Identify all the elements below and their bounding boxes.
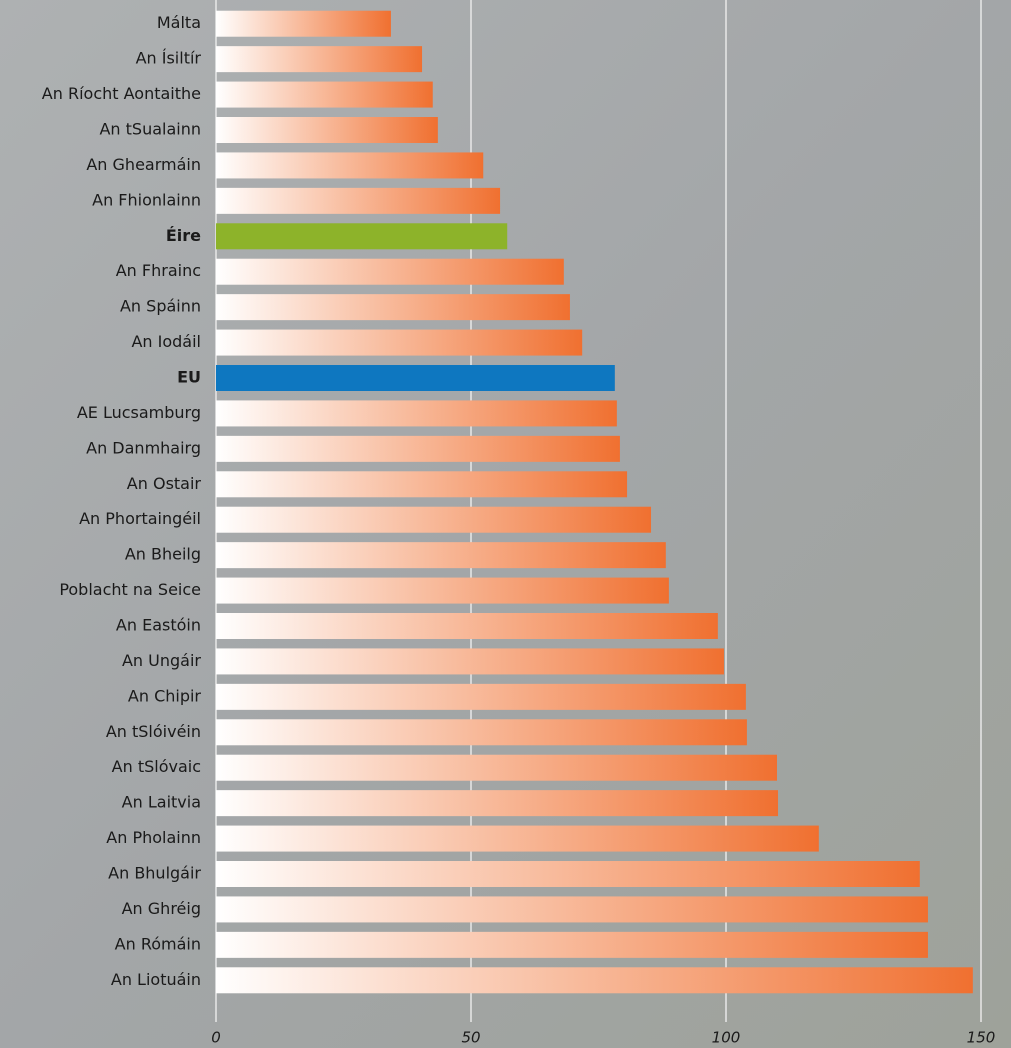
bar xyxy=(216,471,628,498)
bar xyxy=(216,435,620,462)
y-tick-label: An Chipir xyxy=(128,686,202,705)
y-tick-label: An tSualainn xyxy=(99,120,201,139)
bar xyxy=(216,223,508,250)
bar xyxy=(216,506,652,533)
y-tick-label: An Pholainn xyxy=(106,828,201,847)
bar xyxy=(216,577,669,604)
bar xyxy=(216,648,724,675)
y-tick-label: An Ríocht Aontaithe xyxy=(42,84,201,103)
y-tick-label: Poblacht na Seice xyxy=(59,580,201,599)
bar xyxy=(216,754,777,781)
y-tick-label: An Fhrainc xyxy=(116,261,201,280)
y-tick-label: An Laitvia xyxy=(122,793,201,812)
y-tick-label: Málta xyxy=(157,13,201,32)
y-tick-label: EU xyxy=(177,368,201,387)
bar xyxy=(216,152,484,179)
y-tick-label: An Ungáir xyxy=(122,651,201,670)
y-tick-label: An Liotuáin xyxy=(111,970,201,989)
x-tick-label: 0 xyxy=(211,1029,221,1047)
bar xyxy=(216,790,779,817)
y-tick-label: An Eastóin xyxy=(116,616,201,635)
bar xyxy=(216,931,928,958)
y-tick-label: An Ostair xyxy=(127,474,202,493)
bar xyxy=(216,117,438,143)
y-tick-label: An tSlóvaic xyxy=(112,757,201,776)
y-tick-label: An Bhulgáir xyxy=(108,864,201,883)
bar xyxy=(216,719,747,746)
bar xyxy=(216,825,819,852)
bar xyxy=(216,46,423,73)
x-tick-label: 150 xyxy=(967,1029,996,1047)
y-tick-label: An Fhionlainn xyxy=(92,190,201,209)
y-tick-label: An Phortaingéil xyxy=(79,509,201,528)
bar xyxy=(216,258,564,285)
y-tick-label: AE Lucsamburg xyxy=(77,403,201,422)
bar xyxy=(216,613,718,639)
bar xyxy=(216,365,615,391)
y-tick-label: An Spáinn xyxy=(120,297,201,316)
y-tick-label: An tSlóivéin xyxy=(106,722,201,741)
bar xyxy=(216,967,973,994)
y-tick-label: An Rómáin xyxy=(115,934,201,953)
y-tick-label: An Iodáil xyxy=(131,332,201,351)
y-tick-label: An Danmhairg xyxy=(86,438,201,457)
x-tick-label: 100 xyxy=(712,1029,741,1047)
y-tick-label: Éire xyxy=(166,226,201,245)
x-tick-label: 50 xyxy=(461,1029,480,1047)
bar xyxy=(216,81,433,108)
y-tick-label: An Ísiltír xyxy=(136,49,202,68)
bar xyxy=(216,400,617,427)
bar xyxy=(216,542,666,569)
bar xyxy=(216,294,570,321)
bar xyxy=(216,187,501,214)
y-tick-label: An Ghréig xyxy=(122,899,201,918)
bar xyxy=(216,329,583,356)
y-tick-label: An Bheilg xyxy=(125,545,201,564)
bar xyxy=(216,896,928,923)
bar xyxy=(216,683,746,710)
bar xyxy=(216,861,920,887)
y-tick-label: An Ghearmáin xyxy=(86,155,201,174)
bar xyxy=(216,10,391,37)
